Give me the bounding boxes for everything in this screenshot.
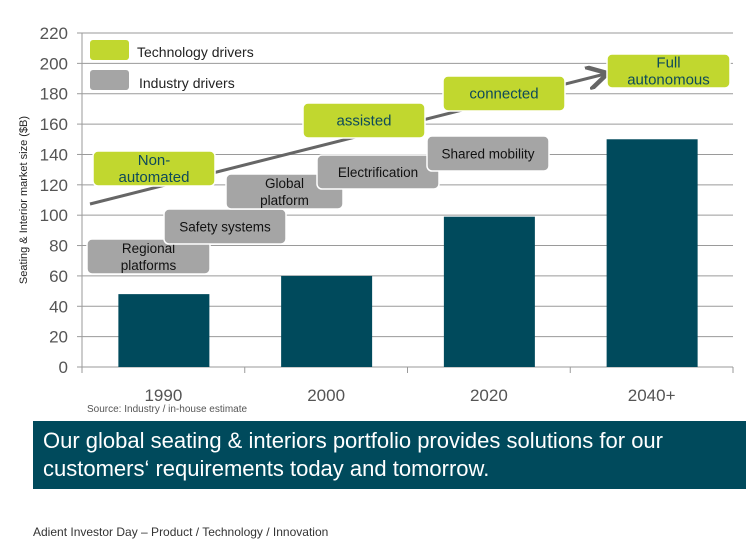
- industry-driver-label-box: [163, 208, 287, 245]
- industry-driver-label: Global: [265, 176, 304, 191]
- y-tick-label: 160: [40, 115, 68, 134]
- footer: Adient Investor Day – Product / Technolo…: [33, 525, 329, 539]
- banner: Our global seating & interiors portfolio…: [33, 421, 746, 489]
- industry-driver-label: platforms: [121, 258, 177, 273]
- industry-driver-label: platform: [260, 193, 309, 208]
- y-tick-label: 180: [40, 85, 68, 104]
- x-tick-label: 2020: [470, 386, 508, 405]
- y-tick-label: 80: [49, 237, 68, 256]
- industry-driver-label: Electrification: [338, 165, 418, 180]
- technology-driver-label: automated: [119, 169, 190, 186]
- y-tick-label: 220: [40, 24, 68, 43]
- industry-driver-label-box: [316, 154, 440, 190]
- legend-swatch-technology: [90, 40, 129, 60]
- x-tick-label: 2000: [307, 386, 345, 405]
- y-axis-label: Seating & Interior market size ($B): [18, 116, 30, 284]
- technology-driver-label: assisted: [336, 113, 391, 130]
- legend-label-technology: Technology drivers: [137, 44, 254, 60]
- y-tick-label: 120: [40, 176, 68, 195]
- x-tick-label: 2040+: [628, 386, 676, 405]
- bar: [606, 139, 698, 367]
- technology-driver-label-box: [302, 102, 426, 139]
- legend-swatch-industry: [90, 70, 129, 90]
- industry-driver-label: Regional: [122, 241, 175, 256]
- y-tick-label: 60: [49, 267, 68, 286]
- bar: [443, 216, 535, 367]
- technology-driver-label-box: [92, 150, 216, 187]
- x-tick-label: 1990: [144, 386, 182, 405]
- bar: [281, 275, 373, 367]
- y-tick-label: 140: [40, 145, 68, 164]
- industry-driver-label: Shared mobility: [441, 147, 534, 162]
- industry-driver-label-box: [426, 135, 550, 172]
- legend-label-industry: Industry drivers: [139, 75, 235, 91]
- y-tick-label: 20: [49, 328, 68, 347]
- y-tick-label: 100: [40, 206, 68, 225]
- y-tick-label: 200: [40, 54, 68, 73]
- bar-chart: 0 20 40 60 80 100 120 140 160 180 200 220 Seating & …: [18, 24, 734, 405]
- technology-driver-label: Full: [656, 55, 680, 72]
- y-tick-label: 0: [59, 358, 68, 377]
- source-note: Source: Industry / in-house estimate: [87, 404, 248, 415]
- technology-driver-label: Non-: [138, 152, 171, 169]
- technology-driver-label-box: [442, 75, 566, 112]
- technology-driver-label-box: [606, 53, 731, 89]
- technology-driver-label: autonomous: [627, 72, 710, 89]
- bar: [118, 294, 210, 367]
- industry-driver-label: Safety systems: [179, 220, 271, 235]
- technology-driver-label: connected: [469, 86, 538, 103]
- industry-driver-label-box: [225, 173, 344, 210]
- industry-driver-label-box: [86, 238, 211, 275]
- y-tick-label: 40: [49, 297, 68, 316]
